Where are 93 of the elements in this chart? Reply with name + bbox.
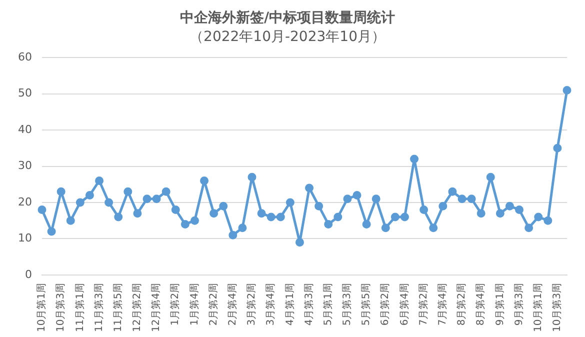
point <box>467 194 476 204</box>
point <box>266 212 276 222</box>
point <box>496 209 504 218</box>
x-tick-label: 12月第4周 <box>150 282 162 332</box>
point <box>104 198 114 207</box>
point <box>124 187 132 196</box>
point <box>362 220 371 228</box>
point <box>171 205 180 214</box>
point <box>305 184 314 192</box>
point <box>524 224 534 232</box>
point <box>85 190 94 200</box>
point <box>142 194 152 204</box>
point <box>429 224 438 232</box>
y-tick-label: 0 <box>24 268 32 281</box>
point <box>295 238 304 247</box>
y-tick-label: 50 <box>18 86 32 100</box>
point <box>334 212 342 222</box>
point <box>562 86 572 94</box>
x-tick-label: 5月第5周 <box>360 282 372 326</box>
point <box>343 194 352 204</box>
point <box>200 176 209 185</box>
point <box>56 187 66 196</box>
point <box>219 202 228 210</box>
x-tick-label: 4月第3周 <box>302 282 315 326</box>
x-tick-label: 8月第2周 <box>456 282 468 326</box>
y-tick-label: 20 <box>18 195 32 208</box>
point <box>544 216 552 225</box>
x-tick-label: 3月第4周 <box>264 282 277 326</box>
x-tick-label: 5月第3周 <box>341 282 354 326</box>
x-tick-label: 10月第3周 <box>54 282 67 332</box>
point <box>390 212 400 222</box>
x-tick-label: 11月第3周 <box>92 282 105 332</box>
point <box>553 144 562 152</box>
x-tick-label: 9月第3周 <box>512 282 525 326</box>
point <box>486 172 495 182</box>
point <box>180 220 190 228</box>
x-tick-label: 10月第1周 <box>532 282 544 332</box>
point <box>76 198 84 207</box>
point <box>410 154 419 164</box>
point <box>515 205 524 214</box>
x-tick-label: 9月第1周 <box>494 282 506 326</box>
point <box>210 209 218 218</box>
point <box>248 172 256 182</box>
chart-title: 中企海外新签/中标项目数量周统计 <box>180 9 396 26</box>
point <box>505 202 514 210</box>
point <box>381 224 390 232</box>
x-tick-label: 6月第2周 <box>379 282 392 326</box>
point <box>47 227 56 236</box>
point <box>114 212 123 222</box>
point <box>95 176 104 185</box>
point <box>133 209 142 218</box>
x-tick-label: 11月第5周 <box>112 282 124 332</box>
point <box>448 187 457 196</box>
x-tick-label: 5月第1周 <box>322 282 334 326</box>
x-tick-label: 3月第2周 <box>246 282 258 326</box>
point <box>257 209 266 218</box>
point <box>228 230 238 240</box>
x-tick-label: 10月第1周 <box>36 282 48 332</box>
point <box>152 194 161 204</box>
point <box>400 212 409 222</box>
y-tick-label: 30 <box>18 159 32 172</box>
x-tick-label: 12月第2周 <box>131 282 144 332</box>
y-tick-label: 60 <box>18 50 32 64</box>
x-tick-label: 2月第4周 <box>226 282 238 326</box>
point <box>314 202 324 210</box>
x-tick-label: 2月第2周 <box>207 282 220 326</box>
point <box>162 187 170 196</box>
point <box>534 212 543 222</box>
point <box>372 194 380 204</box>
y-tick-label: 10 <box>18 232 32 245</box>
x-tick-label: 7月第2周 <box>417 282 430 326</box>
x-tick-label: 7月第4周 <box>436 282 448 326</box>
chart-subtitle: （2022年10月-2023年10月） <box>190 28 386 45</box>
x-tick-label: 11月第1周 <box>74 282 86 332</box>
point <box>420 205 428 214</box>
x-tick-label: 8月第4周 <box>474 282 487 326</box>
point <box>276 212 285 222</box>
point <box>238 224 247 232</box>
x-tick-label: 1月第2周 <box>169 282 182 326</box>
y-tick-label: 40 <box>18 122 32 136</box>
x-tick-label: 1月第4周 <box>188 282 200 326</box>
point <box>458 194 466 204</box>
x-tick-label: 10月第3周 <box>551 282 564 332</box>
point <box>438 202 448 210</box>
point <box>324 220 333 228</box>
point <box>190 216 199 225</box>
x-tick-label: 6月第4周 <box>398 282 410 326</box>
point <box>66 216 75 225</box>
point <box>286 198 294 207</box>
point <box>352 190 362 200</box>
point <box>476 209 486 218</box>
x-tick-label: 4月第1周 <box>284 282 296 326</box>
point <box>38 205 46 214</box>
